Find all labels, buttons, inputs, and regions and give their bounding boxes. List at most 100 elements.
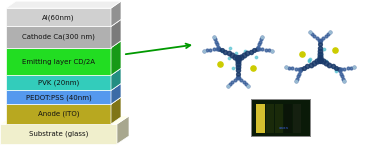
Point bbox=[211, 35, 217, 38]
Point bbox=[235, 69, 241, 72]
Point bbox=[235, 63, 241, 65]
Polygon shape bbox=[6, 97, 121, 104]
Point bbox=[232, 55, 238, 58]
Point bbox=[323, 62, 329, 64]
Point bbox=[321, 37, 327, 39]
Point bbox=[340, 78, 346, 80]
Point bbox=[283, 66, 289, 68]
Point bbox=[213, 41, 219, 43]
Point bbox=[254, 47, 260, 50]
Polygon shape bbox=[6, 104, 111, 124]
Point bbox=[256, 48, 262, 50]
Polygon shape bbox=[111, 19, 121, 48]
Point bbox=[333, 70, 339, 72]
Point bbox=[317, 53, 323, 55]
Point bbox=[212, 38, 218, 40]
Point bbox=[235, 60, 241, 62]
Point bbox=[256, 43, 262, 45]
Text: Al(60nm): Al(60nm) bbox=[42, 14, 75, 21]
Point bbox=[235, 66, 241, 68]
Point bbox=[304, 65, 310, 67]
Point bbox=[201, 50, 207, 52]
Polygon shape bbox=[6, 91, 111, 104]
Point bbox=[251, 49, 257, 51]
Point bbox=[317, 50, 323, 52]
Point bbox=[337, 70, 343, 72]
Point bbox=[234, 77, 240, 79]
Point bbox=[229, 54, 235, 56]
Point bbox=[295, 75, 301, 77]
Point bbox=[308, 63, 314, 66]
Polygon shape bbox=[111, 97, 121, 124]
Point bbox=[293, 80, 299, 82]
Text: aaaa: aaaa bbox=[279, 126, 289, 130]
Point bbox=[257, 41, 263, 43]
Polygon shape bbox=[6, 8, 111, 26]
Point bbox=[241, 54, 247, 56]
Point bbox=[231, 67, 237, 69]
Point bbox=[348, 66, 354, 69]
Point bbox=[263, 49, 269, 51]
Point bbox=[311, 62, 317, 64]
Point bbox=[320, 60, 326, 63]
Point bbox=[242, 50, 248, 52]
Point bbox=[326, 63, 332, 66]
Point bbox=[214, 48, 220, 50]
Point bbox=[318, 39, 324, 41]
Point bbox=[293, 80, 299, 82]
Point bbox=[317, 43, 323, 46]
Point bbox=[240, 81, 246, 84]
Point bbox=[306, 60, 312, 62]
Point bbox=[299, 53, 305, 56]
Point bbox=[214, 43, 220, 45]
Point bbox=[311, 34, 318, 37]
Point bbox=[330, 65, 336, 67]
Polygon shape bbox=[111, 68, 121, 91]
Point bbox=[351, 66, 357, 68]
Point bbox=[316, 39, 322, 41]
Point bbox=[317, 40, 323, 42]
Point bbox=[307, 30, 313, 33]
Point bbox=[314, 60, 320, 63]
Point bbox=[322, 34, 328, 37]
Polygon shape bbox=[6, 48, 111, 75]
Point bbox=[317, 56, 323, 58]
Point bbox=[324, 60, 330, 62]
Point bbox=[269, 50, 275, 52]
Point bbox=[217, 62, 223, 65]
Point bbox=[229, 81, 235, 84]
Point bbox=[216, 47, 222, 50]
Point bbox=[235, 57, 241, 59]
Point bbox=[269, 50, 275, 52]
Point bbox=[283, 66, 289, 68]
Polygon shape bbox=[6, 75, 111, 91]
Point bbox=[321, 48, 327, 51]
Point bbox=[219, 49, 225, 51]
Point bbox=[243, 83, 249, 86]
Polygon shape bbox=[111, 84, 121, 104]
Point bbox=[201, 50, 207, 52]
Polygon shape bbox=[252, 100, 310, 136]
Point bbox=[239, 79, 245, 81]
Point bbox=[259, 35, 265, 38]
Point bbox=[317, 46, 323, 49]
Point bbox=[307, 58, 313, 60]
Point bbox=[208, 49, 214, 51]
Point bbox=[333, 67, 339, 69]
Point bbox=[327, 30, 333, 33]
Point bbox=[226, 57, 232, 59]
Polygon shape bbox=[256, 104, 265, 133]
Text: Substrate (glass): Substrate (glass) bbox=[29, 131, 88, 137]
Point bbox=[293, 67, 299, 70]
Polygon shape bbox=[111, 41, 121, 75]
Point bbox=[344, 67, 350, 69]
Point bbox=[309, 32, 315, 35]
Point bbox=[301, 67, 307, 69]
Point bbox=[255, 46, 261, 48]
Point bbox=[339, 75, 345, 77]
Point bbox=[290, 67, 296, 69]
Polygon shape bbox=[0, 124, 117, 144]
Point bbox=[227, 47, 233, 49]
Point bbox=[318, 53, 324, 55]
Polygon shape bbox=[0, 116, 129, 124]
